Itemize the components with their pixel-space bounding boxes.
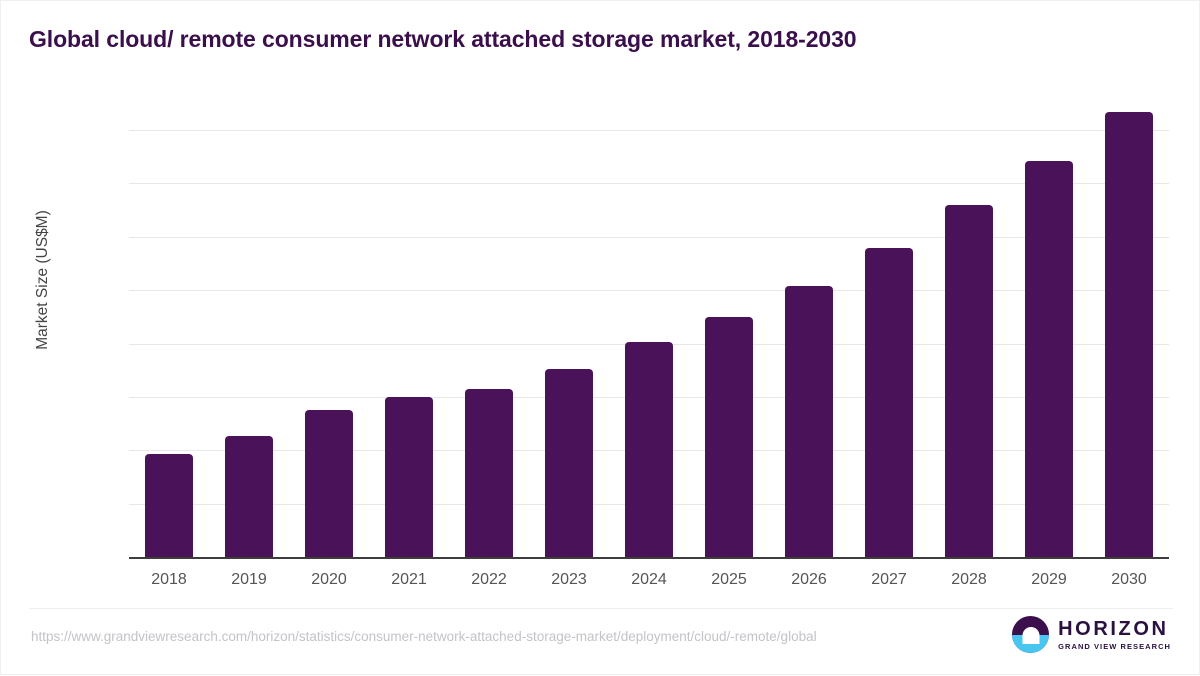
logo-line-1 <box>1024 638 1038 641</box>
bar-2023[interactable] <box>545 368 593 557</box>
x-tick-label-2023: 2023 <box>551 571 587 588</box>
logo-line-2 <box>1026 641 1036 644</box>
plot-area: 05001000150020002500300035004000 2018201… <box>129 101 1169 588</box>
bar-series <box>129 101 1169 558</box>
bar-2027[interactable] <box>865 247 913 557</box>
x-tick-label-2019: 2019 <box>231 571 267 588</box>
horizon-logo[interactable]: HORIZON GRAND VIEW RESEARCH <box>1012 616 1171 653</box>
logo-subtitle: GRAND VIEW RESEARCH <box>1058 641 1171 651</box>
x-tick-label-2018: 2018 <box>151 571 187 588</box>
bar-2024[interactable] <box>625 342 673 557</box>
bar-2025[interactable] <box>705 317 753 557</box>
bar-2026[interactable] <box>785 285 833 557</box>
bar-2020[interactable] <box>305 410 353 557</box>
y-axis-title: Market Size (US$M) <box>34 210 51 350</box>
x-tick-label-2024: 2024 <box>631 571 667 588</box>
bar-2018[interactable] <box>145 454 193 557</box>
x-tick-label-2030: 2030 <box>1111 571 1147 588</box>
source-url[interactable]: https://www.grandviewresearch.com/horizo… <box>31 629 817 644</box>
bar-2029[interactable] <box>1025 160 1073 557</box>
bar-2028[interactable] <box>945 205 993 557</box>
x-tick-label-2022: 2022 <box>471 571 507 588</box>
gridline <box>129 290 1169 292</box>
footer-divider <box>29 608 1173 609</box>
x-tick-label-2025: 2025 <box>711 571 747 588</box>
gridline <box>129 183 1169 185</box>
logo-wordmark: HORIZON GRAND VIEW RESEARCH <box>1058 619 1171 651</box>
gridline <box>129 236 1169 238</box>
x-tick-label-2028: 2028 <box>951 571 987 588</box>
bar-2019[interactable] <box>225 435 273 557</box>
x-tick-label-2027: 2027 <box>871 571 907 588</box>
x-axis-line <box>129 557 1169 559</box>
horizon-logo-icon <box>1012 616 1050 653</box>
logo-word: HORIZON <box>1058 617 1169 640</box>
logo-dome-shape <box>1022 627 1040 645</box>
bar-2030[interactable] <box>1105 112 1153 557</box>
page-title: Global cloud/ remote consumer network at… <box>29 26 857 52</box>
x-tick-label-2029: 2029 <box>1031 571 1067 588</box>
x-tick-label-2020: 2020 <box>311 571 347 588</box>
bar-2021[interactable] <box>385 397 433 557</box>
x-tick-label-2026: 2026 <box>791 571 827 588</box>
gridline <box>129 130 1169 131</box>
x-tick-label-2021: 2021 <box>391 571 427 588</box>
bar-2022[interactable] <box>465 389 513 557</box>
